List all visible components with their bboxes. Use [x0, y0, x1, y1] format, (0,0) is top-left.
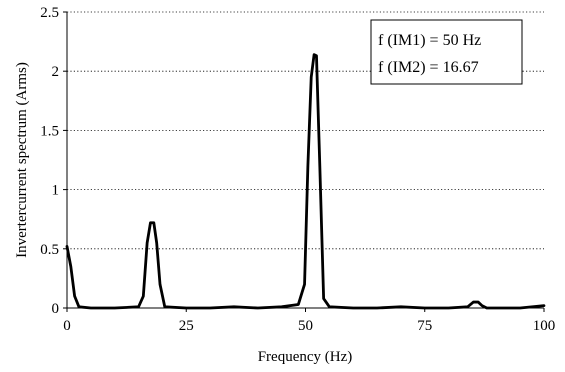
x-tick-label: 100 — [533, 318, 556, 334]
annotation-im1: f (IM1) = 50 Hz — [378, 32, 481, 49]
y-tick-label: 0 — [52, 301, 60, 317]
x-tick-label: 50 — [298, 318, 313, 334]
legend-box-group: f (IM1) = 50 Hz f (IM2) = 16.67 — [370, 19, 523, 85]
x-axis-label: Frequency (Hz) — [258, 349, 353, 365]
ticks: 0 0.5 1 1.5 2 2.5 0 25 50 75 100 — [40, 5, 555, 334]
x-tick-label: 75 — [417, 318, 432, 334]
y-tick-label: 1.5 — [40, 123, 59, 139]
y-tick-label: 2.5 — [40, 5, 59, 21]
y-axis-label: Invertercurrent spectrum (Arms) — [14, 62, 30, 258]
annotation-im2: f (IM2) = 16.67 — [378, 59, 479, 76]
x-tick-label: 25 — [179, 318, 194, 334]
y-tick-label: 2 — [52, 64, 60, 80]
x-tick-label: 0 — [63, 318, 71, 334]
y-tick-label: 1 — [52, 183, 60, 199]
legend-box — [370, 19, 523, 85]
series-line — [65, 53, 546, 310]
y-tick-label: 0.5 — [40, 242, 59, 258]
